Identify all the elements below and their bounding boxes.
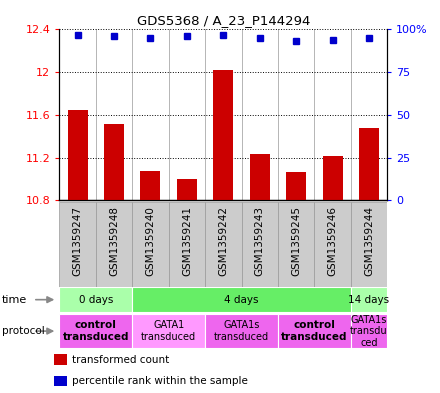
Text: GSM1359247: GSM1359247 [73,206,83,276]
Bar [59,202,96,287]
Text: GSM1359241: GSM1359241 [182,206,192,276]
Bar [68,110,88,200]
Text: transformed count: transformed count [73,354,170,365]
Bar [132,314,205,348]
Bar [140,171,161,200]
Bar [286,172,306,200]
Text: control
transduced: control transduced [281,320,348,342]
Bar [54,354,67,365]
Text: GSM1359248: GSM1359248 [109,206,119,276]
Bar [104,123,124,200]
Title: GDS5368 / A_23_P144294: GDS5368 / A_23_P144294 [136,14,310,27]
Bar [54,376,67,386]
Text: protocol: protocol [2,326,45,336]
Bar [177,179,197,200]
Bar [242,202,278,287]
Text: GSM1359242: GSM1359242 [218,206,228,276]
Text: time: time [2,295,27,305]
Bar [205,202,242,287]
Text: GATA1s
transdu
ced: GATA1s transdu ced [350,314,388,348]
Bar [351,287,387,312]
Text: 4 days: 4 days [224,295,259,305]
Bar [96,202,132,287]
Bar [59,314,132,348]
Bar [323,156,343,200]
Text: GSM1359243: GSM1359243 [255,206,265,276]
Text: GSM1359246: GSM1359246 [327,206,337,276]
Text: GATA1
transduced: GATA1 transduced [141,320,196,342]
Bar [250,154,270,200]
Text: 0 days: 0 days [79,295,113,305]
Bar [132,202,169,287]
Bar [205,314,278,348]
Text: 14 days: 14 days [348,295,389,305]
Bar [169,202,205,287]
Bar [278,314,351,348]
Text: percentile rank within the sample: percentile rank within the sample [73,376,248,386]
Bar [351,202,387,287]
Text: GSM1359240: GSM1359240 [146,206,155,275]
Text: control
transduced: control transduced [62,320,129,342]
Bar [314,202,351,287]
Bar [351,314,387,348]
Text: GSM1359244: GSM1359244 [364,206,374,276]
Bar [278,202,314,287]
Bar [213,70,233,200]
Bar [359,128,379,200]
Bar [132,287,351,312]
Text: GSM1359245: GSM1359245 [291,206,301,276]
Bar [59,287,132,312]
Text: GATA1s
transduced: GATA1s transduced [214,320,269,342]
